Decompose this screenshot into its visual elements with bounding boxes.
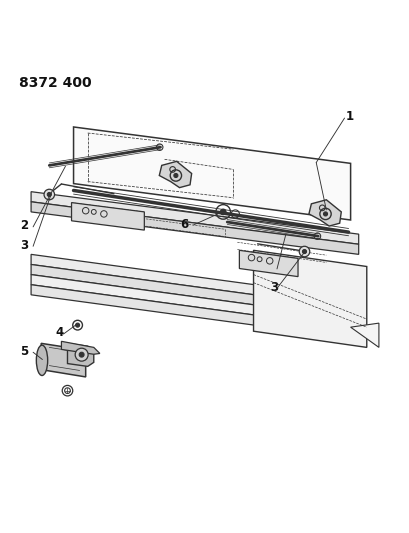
Text: 6: 6	[180, 218, 188, 231]
Polygon shape	[31, 264, 358, 319]
Polygon shape	[159, 161, 191, 188]
Text: 2: 2	[20, 219, 28, 232]
Polygon shape	[61, 341, 100, 354]
Polygon shape	[31, 274, 358, 329]
Circle shape	[44, 189, 54, 200]
Circle shape	[323, 212, 327, 216]
Polygon shape	[31, 202, 358, 254]
Text: 8372 400: 8372 400	[19, 76, 91, 91]
Polygon shape	[73, 127, 350, 220]
Polygon shape	[253, 251, 366, 348]
Circle shape	[220, 209, 225, 215]
Ellipse shape	[36, 345, 47, 375]
Circle shape	[299, 246, 309, 257]
Text: 4: 4	[55, 326, 63, 340]
Polygon shape	[350, 323, 378, 348]
Circle shape	[75, 348, 88, 361]
Polygon shape	[67, 343, 94, 366]
Polygon shape	[71, 203, 144, 230]
Text: 5: 5	[20, 344, 28, 358]
Circle shape	[75, 323, 79, 327]
Text: 3: 3	[20, 239, 28, 252]
Text: 3: 3	[269, 281, 277, 294]
Text: 2: 2	[269, 261, 277, 274]
Circle shape	[302, 249, 306, 254]
Circle shape	[47, 192, 51, 197]
Polygon shape	[31, 254, 358, 309]
Polygon shape	[41, 343, 85, 377]
Polygon shape	[31, 285, 358, 340]
Polygon shape	[31, 192, 358, 244]
Polygon shape	[239, 251, 297, 277]
Polygon shape	[308, 200, 340, 226]
Circle shape	[79, 352, 84, 357]
Text: 1: 1	[345, 110, 353, 123]
Circle shape	[173, 173, 178, 177]
